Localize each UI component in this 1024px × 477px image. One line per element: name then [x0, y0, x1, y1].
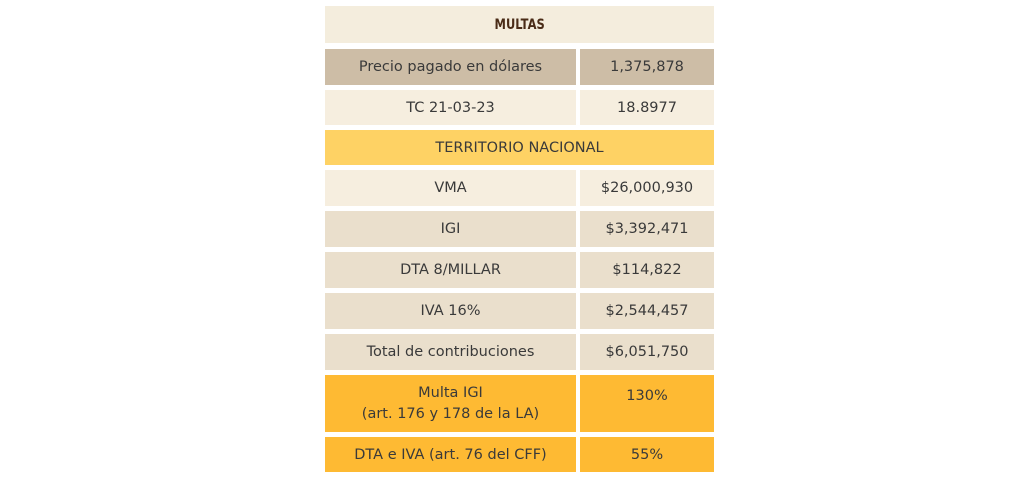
table-row-dta: DTA 8/MILLAR $114,822: [325, 252, 714, 288]
precio-label: Precio pagado en dólares: [325, 49, 576, 85]
dta-label: DTA 8/MILLAR: [325, 252, 576, 288]
multas-table: MULTAS Precio pagado en dólares 1,375,87…: [325, 6, 714, 477]
multa-igi-label: Multa IGI (art. 176 y 178 de la LA): [325, 375, 576, 432]
table-title-text: MULTAS: [494, 16, 545, 33]
table-row-precio: Precio pagado en dólares 1,375,878: [325, 49, 714, 85]
vma-value: $26,000,930: [580, 170, 714, 206]
multa-igi-label-line1: Multa IGI: [418, 384, 483, 401]
table-row-tc: TC 21-03-23 18.8977: [325, 90, 714, 125]
tc-value: 18.8977: [580, 90, 714, 125]
table-row-dta-iva: DTA e IVA (art. 76 del CFF) 55%: [325, 437, 714, 472]
table-row-vma: VMA $26,000,930: [325, 170, 714, 206]
multa-igi-value: 130%: [580, 375, 714, 432]
igi-label: IGI: [325, 211, 576, 247]
total-value: $6,051,750: [580, 334, 714, 370]
vma-label: VMA: [325, 170, 576, 206]
precio-value: 1,375,878: [580, 49, 714, 85]
table-row-total: Total de contribuciones $6,051,750: [325, 334, 714, 370]
iva-value: $2,544,457: [580, 293, 714, 329]
table-row-territorio: TERRITORIO NACIONAL: [325, 130, 714, 165]
dta-iva-label: DTA e IVA (art. 76 del CFF): [325, 437, 576, 472]
territorio-nacional-header: TERRITORIO NACIONAL: [325, 130, 714, 165]
table-row-igi: IGI $3,392,471: [325, 211, 714, 247]
multa-igi-label-line2: (art. 176 y 178 de la LA): [361, 405, 540, 422]
table-title: MULTAS: [325, 6, 714, 43]
table-row-iva: IVA 16% $2,544,457: [325, 293, 714, 329]
igi-value: $3,392,471: [580, 211, 714, 247]
dta-value: $114,822: [580, 252, 714, 288]
table-row-multa-igi: Multa IGI (art. 176 y 178 de la LA) 130%: [325, 375, 714, 432]
total-label: Total de contribuciones: [325, 334, 576, 370]
iva-label: IVA 16%: [325, 293, 576, 329]
tc-label: TC 21-03-23: [325, 90, 576, 125]
dta-iva-value: 55%: [580, 437, 714, 472]
